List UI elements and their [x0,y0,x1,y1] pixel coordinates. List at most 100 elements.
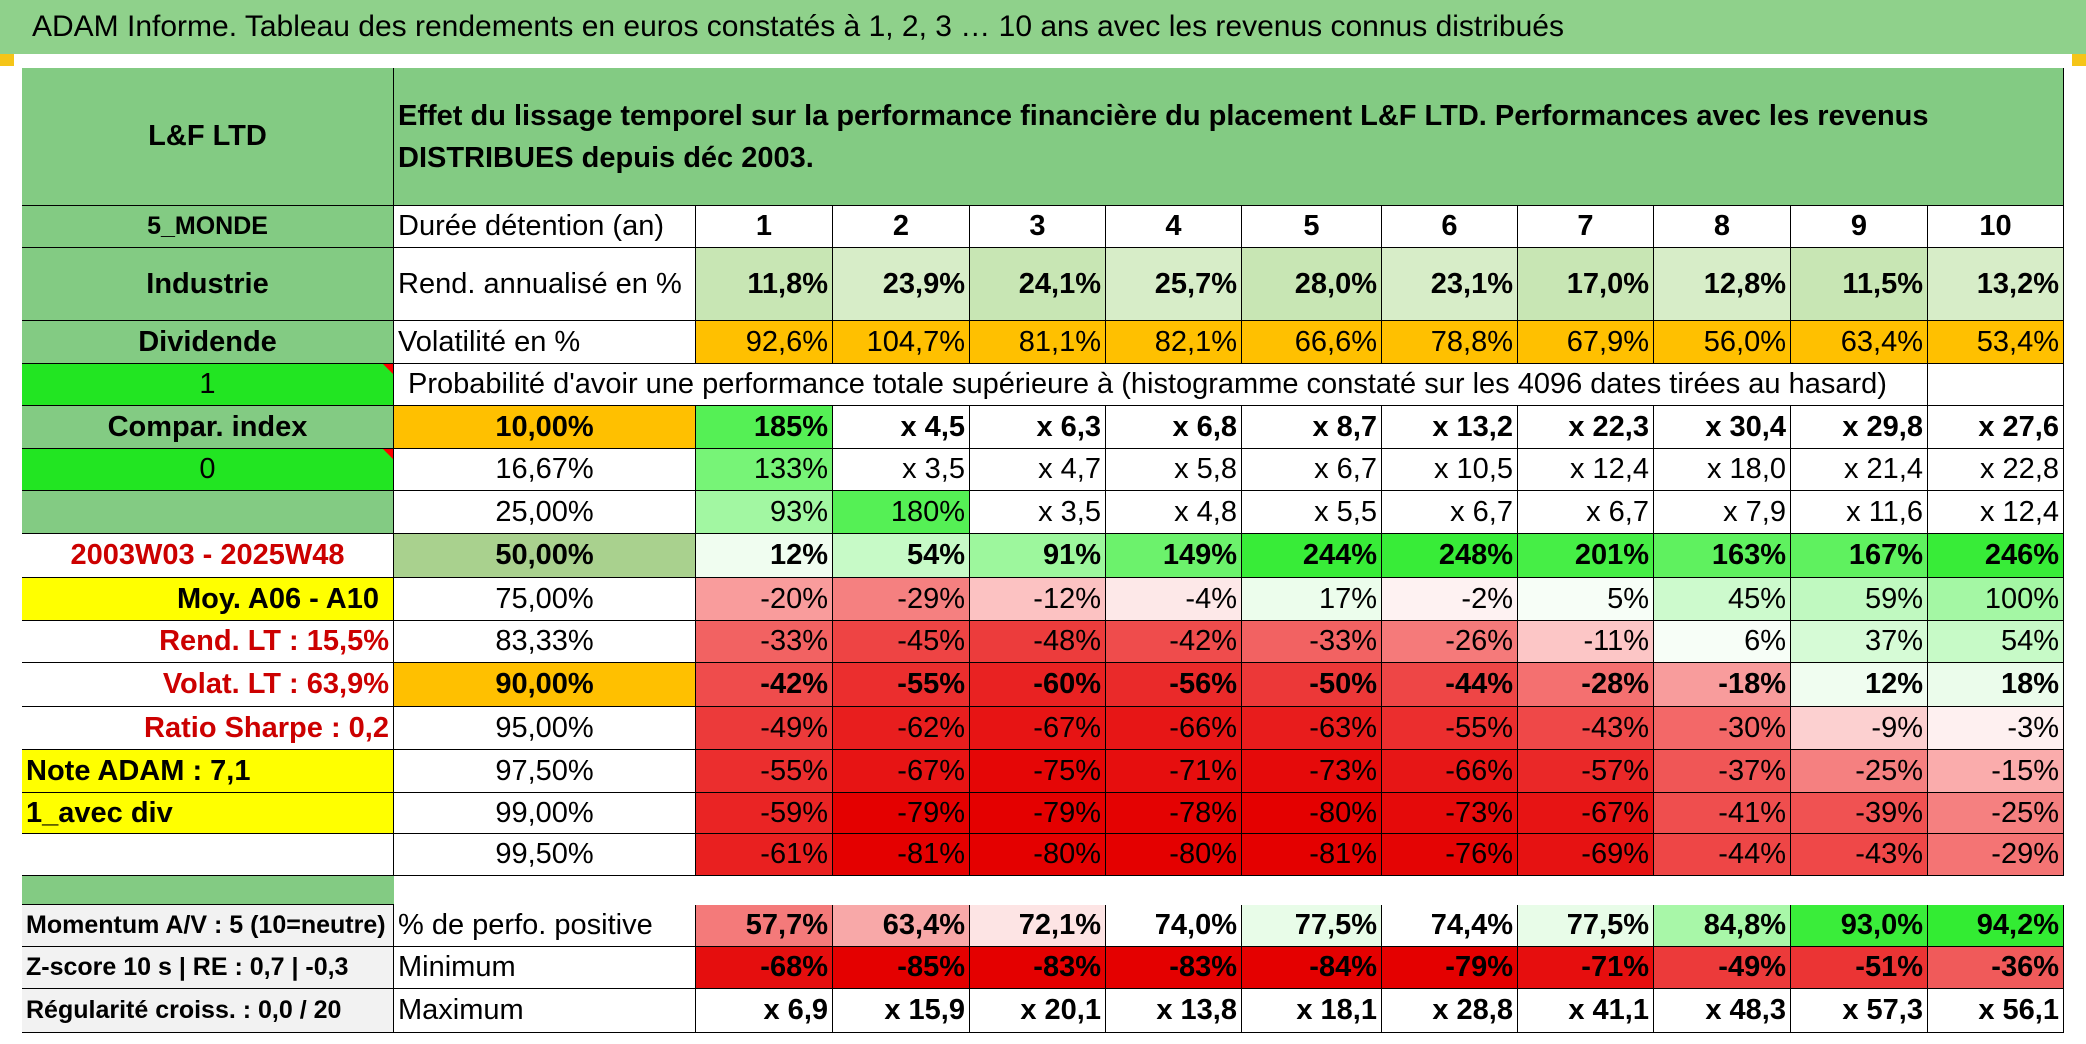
corner-marker [0,54,14,66]
pct-positive-value: 93,0% [1791,905,1928,947]
year-header: 3 [970,206,1106,248]
min-value: -84% [1242,947,1382,989]
threshold-label: 99,00% [394,793,696,834]
prob-value: -56% [1106,663,1242,707]
selector-2[interactable]: 0 [22,449,394,491]
pct-positive-value: 84,8% [1654,905,1791,947]
zscore-label: Z-score 10 s | RE : 0,7 | -0,3 [22,947,394,989]
prob-value: -45% [833,621,970,663]
prob-value: -81% [1242,834,1382,876]
selector-1[interactable]: 1 [22,364,394,406]
prob-value: -44% [1654,834,1791,876]
prob-value: -18% [1654,663,1791,707]
prob-value: x 13,2 [1382,406,1518,449]
prob-value: x 5,5 [1242,491,1382,534]
prob-value: 5% [1518,578,1654,621]
prob-value: x 27,6 [1928,406,2064,449]
prob-value: x 10,5 [1382,449,1518,491]
prob-value: -44% [1382,663,1518,707]
vol-value: 82,1% [1106,321,1242,364]
prob-value: -61% [696,834,833,876]
duree-label: Durée détention (an) [394,206,696,248]
pct-positive-value: 72,1% [970,905,1106,947]
prob-value: x 6,7 [1382,491,1518,534]
income-label: Dividende [22,321,394,364]
prob-value: 246% [1928,534,2064,578]
prob-value: 185% [696,406,833,449]
period-label: 2003W03 - 2025W48 [22,534,394,578]
max-value: x 48,3 [1654,989,1791,1033]
rend-value: 11,8% [696,248,833,321]
prob-value: x 29,8 [1791,406,1928,449]
max-label: Maximum [394,989,696,1033]
year-header: 8 [1654,206,1791,248]
min-value: -79% [1382,947,1518,989]
threshold-label: 16,67% [394,449,696,491]
threshold-label: 99,50% [394,834,696,876]
prob-value: -80% [1106,834,1242,876]
prob-value: -67% [970,707,1106,750]
prob-value: -67% [833,750,970,793]
year-header: 1 [696,206,833,248]
rend-value: 11,5% [1791,248,1928,321]
prob-value: -3% [1928,707,2064,750]
prob-value: 18% [1928,663,2064,707]
corner-marker [2072,54,2086,66]
year-header: 6 [1382,206,1518,248]
prob-value: -11% [1518,621,1654,663]
prob-value: 45% [1654,578,1791,621]
pct-positive-value: 77,5% [1518,905,1654,947]
vol-value: 66,6% [1242,321,1382,364]
min-value: -83% [1106,947,1242,989]
prob-value: -42% [696,663,833,707]
rend-value: 23,9% [833,248,970,321]
prob-value: -43% [1791,834,1928,876]
prob-value: -49% [696,707,833,750]
prob-value: x 12,4 [1928,491,2064,534]
prob-value: 6% [1654,621,1791,663]
prob-value: x 6,7 [1242,449,1382,491]
year-header: 10 [1928,206,2064,248]
momentum-label: Momentum A/V : 5 (10=neutre) [22,905,394,947]
vol-value: 63,4% [1791,321,1928,364]
threshold-label: 50,00% [394,534,696,578]
prob-value: 12% [1791,663,1928,707]
prob-value: 248% [1382,534,1518,578]
threshold-label: 83,33% [394,621,696,663]
prob-value: -33% [1242,621,1382,663]
rend-value: 23,1% [1382,248,1518,321]
pct-positive-value: 74,4% [1382,905,1518,947]
prob-value: -73% [1242,750,1382,793]
prob-value: -60% [970,663,1106,707]
pct-positive-value: 77,5% [1242,905,1382,947]
prob-value: 100% [1928,578,2064,621]
spacer-bar [22,876,394,905]
vol-label: Volatilité en % [394,321,696,364]
prob-value: x 30,4 [1654,406,1791,449]
prob-value: -28% [1518,663,1654,707]
year-header: 2 [833,206,970,248]
prob-value: -59% [696,793,833,834]
prob-value: -76% [1382,834,1518,876]
prob-value: 12% [696,534,833,578]
prob-value: 180% [833,491,970,534]
prob-value: x 4,8 [1106,491,1242,534]
pct-positive-value: 63,4% [833,905,970,947]
prob-value: x 7,9 [1654,491,1791,534]
prob-value: x 21,4 [1791,449,1928,491]
max-value: x 56,1 [1928,989,2064,1033]
threshold-label: 75,00% [394,578,696,621]
prob-value: x 22,3 [1518,406,1654,449]
year-header: 5 [1242,206,1382,248]
vol-value: 78,8% [1382,321,1518,364]
moy-label: Moy. A06 - A10 [22,578,394,621]
compar-index-label: Compar. index [22,406,394,449]
prob-value: -43% [1518,707,1654,750]
prob-value: -79% [970,793,1106,834]
prob-value: x 4,7 [970,449,1106,491]
prob-value: 167% [1791,534,1928,578]
prob-value: -29% [833,578,970,621]
threshold-label: 90,00% [394,663,696,707]
prob-value: -37% [1654,750,1791,793]
prob-value: -9% [1791,707,1928,750]
